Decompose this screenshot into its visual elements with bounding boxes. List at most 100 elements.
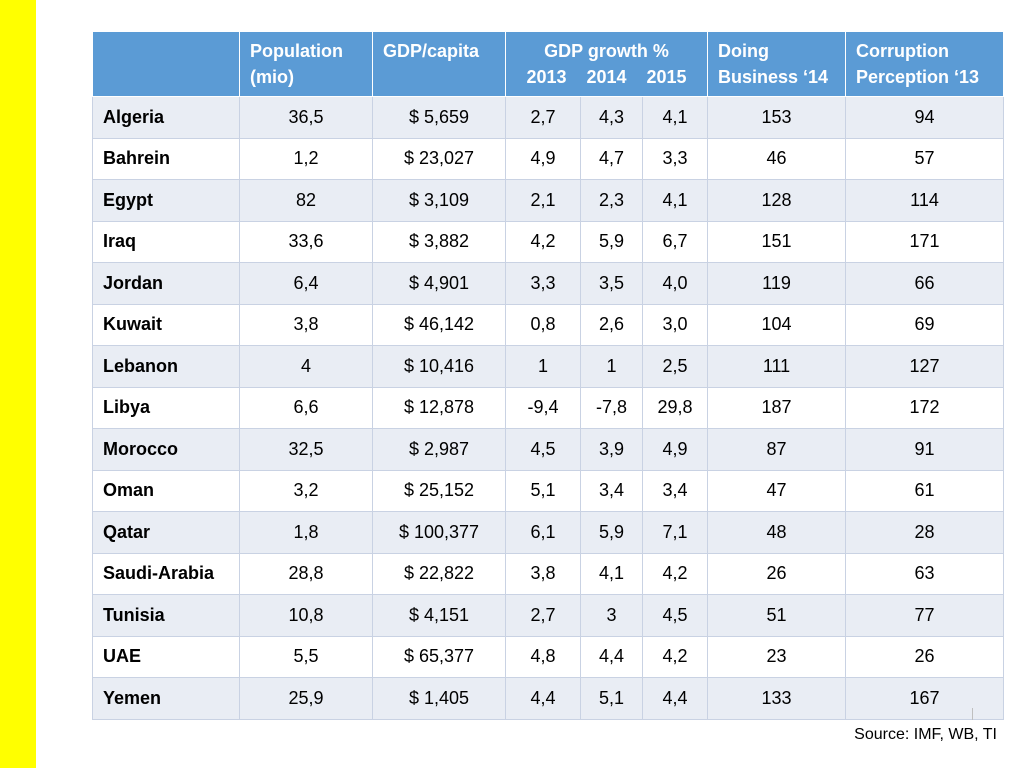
- header-population-line1: Population: [250, 41, 343, 61]
- cell-doing: 151: [707, 220, 846, 263]
- cell-corruption: 167: [845, 677, 1004, 720]
- cell-g2015: 4,4: [642, 677, 708, 720]
- header-gdp-capita: GDP/capita: [372, 31, 506, 97]
- cell-doing: 104: [707, 303, 846, 346]
- cell-population: 6,6: [239, 386, 373, 429]
- cell-g2013: 2,1: [505, 179, 581, 222]
- cell-g2014: 4,1: [580, 552, 643, 595]
- cell-g2015: 4,1: [642, 179, 708, 222]
- header-year-2013: 2013: [526, 67, 567, 87]
- cell-g2014: 3,9: [580, 428, 643, 471]
- cell-corruption: 77: [845, 594, 1004, 637]
- cell-country: Oman: [92, 469, 240, 512]
- table-row: Jordan 6,4 $ 4,901 3,3 3,5 4,0 119 66: [92, 262, 1004, 305]
- cell-g2013: 3,3: [505, 262, 581, 305]
- cell-population: 1,8: [239, 511, 373, 554]
- cell-doing: 128: [707, 179, 846, 222]
- cell-g2015: 2,5: [642, 345, 708, 388]
- cell-g2013: 4,5: [505, 428, 581, 471]
- cell-doing: 187: [707, 386, 846, 429]
- cell-country: Algeria: [92, 96, 240, 139]
- cell-g2014: 3,5: [580, 262, 643, 305]
- cell-g2014: 5,9: [580, 220, 643, 263]
- cell-corruption: 63: [845, 552, 1004, 595]
- cell-population: 82: [239, 179, 373, 222]
- cell-doing: 48: [707, 511, 846, 554]
- header-population: Population (mio): [239, 31, 373, 97]
- cell-population: 6,4: [239, 262, 373, 305]
- cell-country: Egypt: [92, 179, 240, 222]
- cell-doing: 23: [707, 635, 846, 678]
- cell-g2013: 6,1: [505, 511, 581, 554]
- cell-g2015: 6,7: [642, 220, 708, 263]
- cell-g2013: 4,9: [505, 137, 581, 180]
- table-row: Egypt 82 $ 3,109 2,1 2,3 4,1 128 114: [92, 179, 1004, 222]
- cell-gdp: $ 3,882: [372, 220, 506, 263]
- cell-g2014: 3: [580, 594, 643, 637]
- cell-g2015: 3,0: [642, 303, 708, 346]
- cell-corruption: 69: [845, 303, 1004, 346]
- cell-corruption: 91: [845, 428, 1004, 471]
- cell-gdp: $ 3,109: [372, 179, 506, 222]
- cell-corruption: 26: [845, 635, 1004, 678]
- cell-g2015: 4,1: [642, 96, 708, 139]
- cell-g2013: 1: [505, 345, 581, 388]
- table-header: Population (mio) GDP/capita GDP growth %…: [92, 31, 1004, 97]
- cell-g2015: 4,5: [642, 594, 708, 637]
- cell-gdp: $ 4,901: [372, 262, 506, 305]
- cell-country: Bahrein: [92, 137, 240, 180]
- cell-g2014: 5,1: [580, 677, 643, 720]
- table-row: Oman 3,2 $ 25,152 5,1 3,4 3,4 47 61: [92, 469, 1004, 512]
- source-note: Source: IMF, WB, TI: [854, 726, 997, 743]
- cell-country: Lebanon: [92, 345, 240, 388]
- corner-mark: [972, 708, 977, 720]
- cell-corruption: 66: [845, 262, 1004, 305]
- header-doing-line2: Business ‘14: [718, 67, 829, 87]
- cell-g2015: 4,2: [642, 552, 708, 595]
- cell-g2015: 4,2: [642, 635, 708, 678]
- cell-doing: 119: [707, 262, 846, 305]
- table-row: Qatar 1,8 $ 100,377 6,1 5,9 7,1 48 28: [92, 511, 1004, 554]
- cell-population: 25,9: [239, 677, 373, 720]
- header-doing-business: Doing Business ‘14: [707, 31, 846, 97]
- cell-doing: 153: [707, 96, 846, 139]
- cell-corruption: 61: [845, 469, 1004, 512]
- cell-population: 10,8: [239, 594, 373, 637]
- header-doing-line1: Doing: [718, 41, 769, 61]
- cell-g2013: 0,8: [505, 303, 581, 346]
- cell-country: Jordan: [92, 262, 240, 305]
- cell-g2015: 7,1: [642, 511, 708, 554]
- economic-indicators-table: Population (mio) GDP/capita GDP growth %…: [92, 31, 1004, 720]
- cell-g2015: 29,8: [642, 386, 708, 429]
- table-row: Algeria 36,5 $ 5,659 2,7 4,3 4,1 153 94: [92, 96, 1004, 139]
- cell-gdp: $ 5,659: [372, 96, 506, 139]
- header-corruption-line2: Perception ‘13: [856, 67, 980, 87]
- table-row: Bahrein 1,2 $ 23,027 4,9 4,7 3,3 46 57: [92, 137, 1004, 180]
- cell-g2013: 2,7: [505, 594, 581, 637]
- cell-corruption: 94: [845, 96, 1004, 139]
- cell-gdp: $ 25,152: [372, 469, 506, 512]
- cell-g2014: 2,6: [580, 303, 643, 346]
- cell-population: 1,2: [239, 137, 373, 180]
- cell-population: 36,5: [239, 96, 373, 139]
- cell-population: 33,6: [239, 220, 373, 263]
- table-row: Iraq 33,6 $ 3,882 4,2 5,9 6,7 151 171: [92, 220, 1004, 263]
- cell-g2013: 5,1: [505, 469, 581, 512]
- header-corruption-line1: Corruption: [856, 41, 949, 61]
- cell-g2013: 3,8: [505, 552, 581, 595]
- cell-gdp: $ 2,987: [372, 428, 506, 471]
- cell-g2015: 4,9: [642, 428, 708, 471]
- cell-population: 32,5: [239, 428, 373, 471]
- cell-population: 5,5: [239, 635, 373, 678]
- cell-gdp: $ 10,416: [372, 345, 506, 388]
- cell-g2014: -7,8: [580, 386, 643, 429]
- cell-doing: 46: [707, 137, 846, 180]
- header-country: [92, 31, 240, 97]
- cell-country: Tunisia: [92, 594, 240, 637]
- header-corruption: Corruption Perception ‘13: [845, 31, 1004, 97]
- cell-corruption: 171: [845, 220, 1004, 263]
- cell-g2015: 3,4: [642, 469, 708, 512]
- header-year-2014: 2014: [586, 67, 627, 87]
- table-row: Kuwait 3,8 $ 46,142 0,8 2,6 3,0 104 69: [92, 303, 1004, 346]
- cell-g2014: 1: [580, 345, 643, 388]
